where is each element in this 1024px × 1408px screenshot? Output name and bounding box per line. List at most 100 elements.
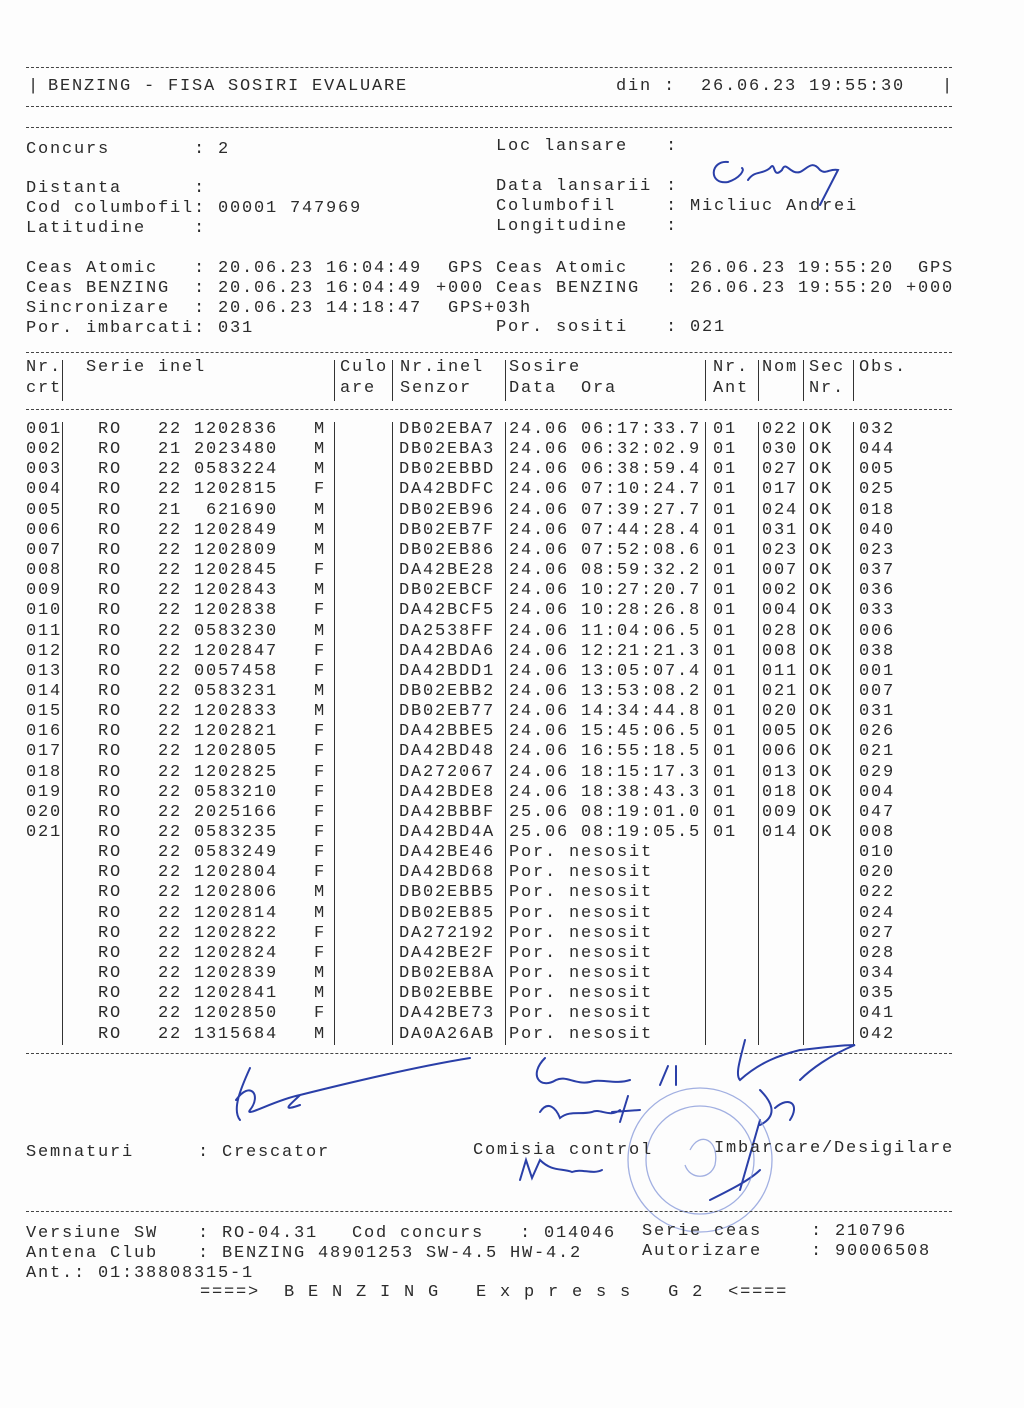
column-divider <box>62 360 63 401</box>
cell-obs: 035 <box>859 984 896 1004</box>
cell-ring: 22 0583235 <box>158 823 279 842</box>
cell-obs: 038 <box>859 641 896 661</box>
cell-nr: 004 <box>26 480 63 500</box>
cell-sec: OK <box>809 702 834 722</box>
cell-nom: 005 <box>762 722 799 742</box>
cell-nr: 012 <box>26 641 63 661</box>
cell-obs: 022 <box>859 883 896 903</box>
breeder-label: : Crescator <box>198 1143 331 1162</box>
info-value: : 2 <box>194 140 231 159</box>
cell-sensor: DB02EBA3 <box>399 440 496 460</box>
antenna-club-value: : BENZING 48901253 SW-4.5 HW-4.2 <box>198 1244 583 1263</box>
cell-obs: 033 <box>859 601 896 621</box>
cell-ring: 22 1202804 <box>158 863 279 883</box>
cell-ant: 01 <box>713 581 738 601</box>
info-value: : <box>666 177 679 196</box>
cell-ring: 22 0583224 <box>158 460 279 480</box>
clock-value: : 20.06.23 14:18:47 <box>194 299 423 318</box>
cell-ring: 22 1202838 <box>158 601 279 621</box>
cell-sex: M <box>314 540 327 560</box>
column-divider <box>803 422 804 1045</box>
cell-arrival: Por. nesosit <box>509 883 654 903</box>
page-title: BENZING - FISA SOSIRI EVALUARE <box>48 77 409 96</box>
cell-sex: F <box>314 480 327 500</box>
cell-ring: 22 1202814 <box>158 903 279 923</box>
cell-nr: 014 <box>26 681 63 701</box>
cell-sensor: DA42BE2F <box>399 943 496 963</box>
cell-country: RO <box>98 621 123 641</box>
cell-ring: 22 1202847 <box>158 641 279 661</box>
cell-arrival: 24.06 13:05:07.4 <box>509 661 702 681</box>
cell-ring: 22 1202850 <box>158 1004 279 1024</box>
cell-obs: 005 <box>859 460 896 480</box>
cell-arrival: 24.06 18:38:43.3 <box>509 782 702 802</box>
cell-arrival: 24.06 06:32:02.9 <box>509 440 702 460</box>
cell-sensor: DA42BDD1 <box>399 661 496 681</box>
cell-obs: 027 <box>859 923 896 943</box>
clock-value: : 26.06.23 19:55:20 <box>666 259 895 278</box>
cell-sensor: DA42BD48 <box>399 742 496 762</box>
info-label: Loc lansare <box>496 137 629 156</box>
column-header-ant: Ant <box>713 379 750 398</box>
cell-ring: 22 0583231 <box>158 681 279 701</box>
cell-obs: 037 <box>859 561 896 581</box>
clock-suffix: GPS <box>918 259 955 278</box>
clock-serial-value: : 210796 <box>811 1222 908 1241</box>
cell-sensor: DA42BE46 <box>399 843 496 863</box>
cell-country: RO <box>98 520 123 540</box>
cell-arrival: 24.06 08:59:32.2 <box>509 561 702 581</box>
cell-ring: 22 1315684 <box>158 1024 279 1044</box>
cell-ring: 21 2023480 <box>158 440 279 460</box>
cell-sec: OK <box>809 742 834 762</box>
cell-sex: M <box>314 1024 327 1044</box>
cell-ring: 22 1202825 <box>158 762 279 782</box>
column-divider <box>62 422 63 1045</box>
column-header-sec: Sec <box>809 358 846 377</box>
cell-nom: 022 <box>762 420 799 439</box>
cell-arrival: Por. nesosit <box>509 964 654 984</box>
cell-ring: 22 1202843 <box>158 581 279 601</box>
cell-country: RO <box>98 601 123 621</box>
cell-obs: 044 <box>859 440 896 460</box>
cell-country: RO <box>98 661 123 681</box>
cell-obs: 029 <box>859 762 896 782</box>
column-header-culo: are <box>340 379 377 398</box>
cell-obs: 025 <box>859 480 896 500</box>
column-divider <box>392 422 393 1045</box>
cell-sensor: DA42BD68 <box>399 863 496 883</box>
cell-sec: OK <box>809 782 834 802</box>
cell-sensor: DB02EB77 <box>399 702 496 722</box>
cell-nom: 027 <box>762 460 799 480</box>
column-header-senzor: Nr.inel <box>400 358 485 377</box>
cell-ring: 22 1202841 <box>158 984 279 1004</box>
cell-country: RO <box>98 802 123 822</box>
cell-sec: OK <box>809 500 834 520</box>
cell-ant: 01 <box>713 641 738 661</box>
divider <box>26 1211 952 1212</box>
cell-arrival: 24.06 10:28:26.8 <box>509 601 702 621</box>
cell-country: RO <box>98 843 123 863</box>
cell-country: RO <box>98 782 123 802</box>
cell-sensor: DA272192 <box>399 923 496 943</box>
cell-sec: OK <box>809 460 834 480</box>
cell-obs: 026 <box>859 722 896 742</box>
cell-nom: 006 <box>762 742 799 762</box>
cell-arrival: 24.06 15:45:06.5 <box>509 722 702 742</box>
cell-arrival: 25.06 08:19:05.5 <box>509 823 702 842</box>
cell-arrival: 24.06 18:15:17.3 <box>509 762 702 782</box>
cell-sec: OK <box>809 641 834 661</box>
cell-ant: 01 <box>713 540 738 560</box>
clock-suffix: +000 <box>906 279 955 298</box>
cell-country: RO <box>98 460 123 480</box>
cell-nom: 009 <box>762 802 799 822</box>
cell-arrival: Por. nesosit <box>509 984 654 1004</box>
signature-commission-1 <box>535 1057 677 1086</box>
cell-obs: 023 <box>859 540 896 560</box>
cell-sensor: DA2538FF <box>399 621 496 641</box>
clock-serial-label: Serie ceas <box>642 1222 763 1241</box>
clock-label: Por. imbarcati <box>26 319 195 338</box>
divider <box>26 1053 952 1054</box>
cell-ant: 01 <box>713 480 738 500</box>
cell-sex: M <box>314 964 327 984</box>
cell-country: RO <box>98 823 123 842</box>
